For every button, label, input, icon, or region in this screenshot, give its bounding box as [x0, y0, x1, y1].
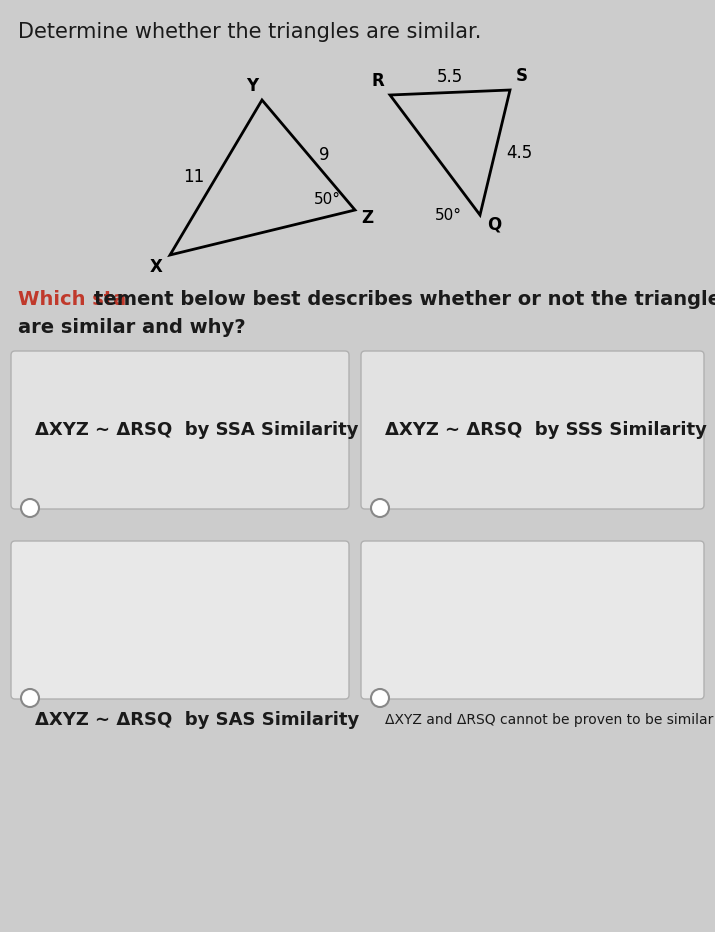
Text: 50°: 50° — [313, 193, 340, 208]
Circle shape — [371, 689, 389, 707]
Text: Determine whether the triangles are similar.: Determine whether the triangles are simi… — [18, 22, 481, 42]
Text: tement below best describes whether or not the triangles: tement below best describes whether or n… — [94, 290, 715, 309]
Text: Q: Q — [487, 216, 501, 234]
FancyBboxPatch shape — [11, 541, 349, 699]
Circle shape — [371, 499, 389, 517]
Circle shape — [21, 499, 39, 517]
Text: 11: 11 — [183, 169, 204, 186]
Text: Y: Y — [246, 77, 258, 95]
Text: 50°: 50° — [435, 208, 461, 223]
FancyBboxPatch shape — [361, 351, 704, 509]
Text: Which sta: Which sta — [18, 290, 127, 309]
Text: X: X — [149, 258, 162, 276]
Text: ΔXYZ ∼ ΔRSQ  by SSA Similarity: ΔXYZ ∼ ΔRSQ by SSA Similarity — [35, 421, 358, 439]
Text: Z: Z — [361, 209, 373, 227]
FancyBboxPatch shape — [361, 541, 704, 699]
Text: S: S — [516, 67, 528, 85]
Text: are similar and why?: are similar and why? — [18, 318, 246, 337]
FancyBboxPatch shape — [11, 351, 349, 509]
Text: 5.5: 5.5 — [437, 67, 463, 86]
Text: ΔXYZ ∼ ΔRSQ  by SSS Similarity: ΔXYZ ∼ ΔRSQ by SSS Similarity — [385, 421, 707, 439]
Text: ΔXYZ and ΔRSQ cannot be proven to be similar: ΔXYZ and ΔRSQ cannot be proven to be sim… — [385, 713, 714, 727]
Text: 9: 9 — [320, 146, 330, 164]
Text: ΔXYZ ∼ ΔRSQ  by SAS Similarity: ΔXYZ ∼ ΔRSQ by SAS Similarity — [35, 711, 359, 729]
Circle shape — [21, 689, 39, 707]
Text: 4.5: 4.5 — [506, 144, 532, 161]
Text: R: R — [372, 72, 385, 90]
